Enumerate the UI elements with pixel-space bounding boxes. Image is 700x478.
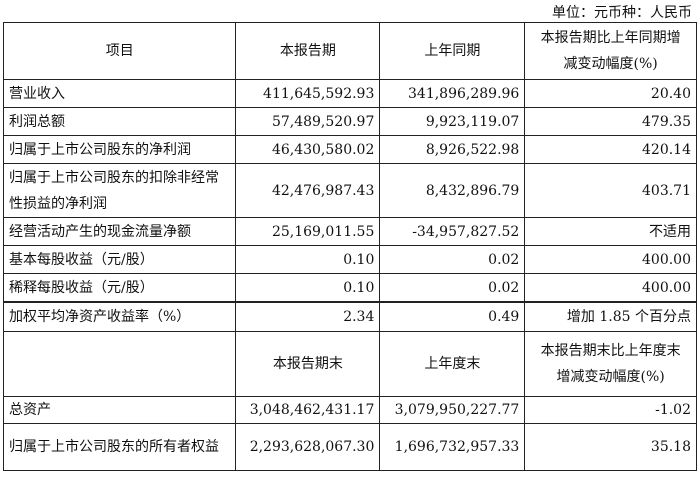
row-value: 57,489,520.97: [235, 107, 381, 136]
row-label: 加权平均净资产收益率（%）: [2, 301, 237, 332]
row-value: 35.18: [524, 423, 697, 471]
row-value: 0.10: [235, 245, 381, 274]
row-value: 400.00: [524, 273, 697, 303]
table-row: 归属于上市公司股东的扣除非经常性损益的净利润 42,476,987.43 8,432…: [2, 163, 697, 218]
row-value: 46,430,580.02: [235, 135, 381, 164]
row-value: 0.02: [379, 273, 526, 303]
header-cell: [2, 331, 237, 397]
row-value: 8,432,896.79: [379, 163, 526, 218]
table-row: 营业收入 411,645,592.93 341,896,289.96 20.40: [2, 79, 697, 108]
row-value: 9,923,119.07: [379, 107, 526, 136]
table-row: 基本每股收益（元/股） 0.10 0.02 400.00: [2, 245, 697, 274]
table-row: 利润总额 57,489,520.97 9,923,119.07 479.35: [2, 107, 697, 136]
row-label: 营业收入: [2, 79, 237, 108]
row-value: 3,048,462,431.17: [235, 396, 381, 424]
row-value: 341,896,289.96: [379, 79, 526, 108]
row-label: 利润总额: [2, 107, 237, 136]
header-row: 项目 本报告期 上年同期 本报告期比上年同期增减变动幅度(%): [2, 22, 697, 80]
row-value: 1,696,732,957.33: [379, 423, 526, 471]
unit-label: 单位：元币种：人民币: [552, 5, 692, 21]
header-cell: 本报告期末: [235, 331, 381, 397]
row-label: 总资产: [2, 396, 237, 424]
row-value: 0.02: [379, 245, 526, 274]
header-cell: 本报告期: [235, 22, 381, 80]
row-value: 42,476,987.43: [235, 163, 381, 218]
row-value: 420.14: [524, 135, 697, 164]
row-value: 400.00: [524, 245, 697, 274]
header-cell: 本报告期比上年同期增减变动幅度(%): [524, 22, 697, 80]
table-row: 归属于上市公司股东的净利润 46,430,580.02 8,926,522.98 42…: [2, 135, 697, 164]
financial-table: 项目 本报告期 上年同期 本报告期比上年同期增减变动幅度(%) 营业收入 411,645,…: [2, 22, 697, 471]
row-label: 归属于上市公司股东的所有者权益: [2, 423, 237, 471]
table-row: 归属于上市公司股东的所有者权益 2,293,628,067.30 1,696,732…: [2, 423, 697, 471]
table-row: 总资产 3,048,462,431.17 3,079,950,227.77 -1.02: [2, 396, 697, 424]
row-value: -34,957,827.52: [379, 217, 526, 246]
row-value: 20.40: [524, 79, 697, 108]
header-cell: 上年同期: [379, 22, 526, 80]
header-cell: 项目: [2, 22, 237, 80]
row-value: 403.71: [524, 163, 697, 218]
row-value: 3,079,950,227.77: [379, 396, 526, 424]
table-row: 经营活动产生的现金流量净额 25,169,011.55 -34,957,827.52…: [2, 217, 697, 246]
row-label: 基本每股收益（元/股）: [2, 245, 237, 274]
row-label: 归属于上市公司股东的净利润: [2, 135, 237, 164]
row-value: 8,926,522.98: [379, 135, 526, 164]
row-value: 0.49: [379, 301, 526, 332]
row-value: 479.35: [524, 107, 697, 136]
header-cell: 上年度末: [379, 331, 526, 397]
row-value: 增加 1.85 个百分点: [524, 301, 697, 332]
row-label: 稀释每股收益（元/股）: [2, 273, 237, 303]
row-label: 归属于上市公司股东的扣除非经常性损益的净利润: [2, 163, 237, 218]
header-row: 本报告期末 上年度末 本报告期末比上年度末增减变动幅度(%): [2, 331, 697, 397]
table-row: 稀释每股收益（元/股） 0.10 0.02 400.00: [2, 273, 697, 303]
row-value: 25,169,011.55: [235, 217, 381, 246]
row-value: 411,645,592.93: [235, 79, 381, 108]
row-value: 2.34: [235, 301, 381, 332]
row-value: 2,293,628,067.30: [235, 423, 381, 471]
row-label: 经营活动产生的现金流量净额: [2, 217, 237, 246]
header-cell: 本报告期末比上年度末增减变动幅度(%): [524, 331, 697, 397]
row-value: 不适用: [524, 217, 697, 246]
table-row: 加权平均净资产收益率（%） 2.34 0.49 增加 1.85 个百分点: [2, 301, 697, 332]
row-value: -1.02: [524, 396, 697, 424]
row-value: 0.10: [235, 273, 381, 303]
